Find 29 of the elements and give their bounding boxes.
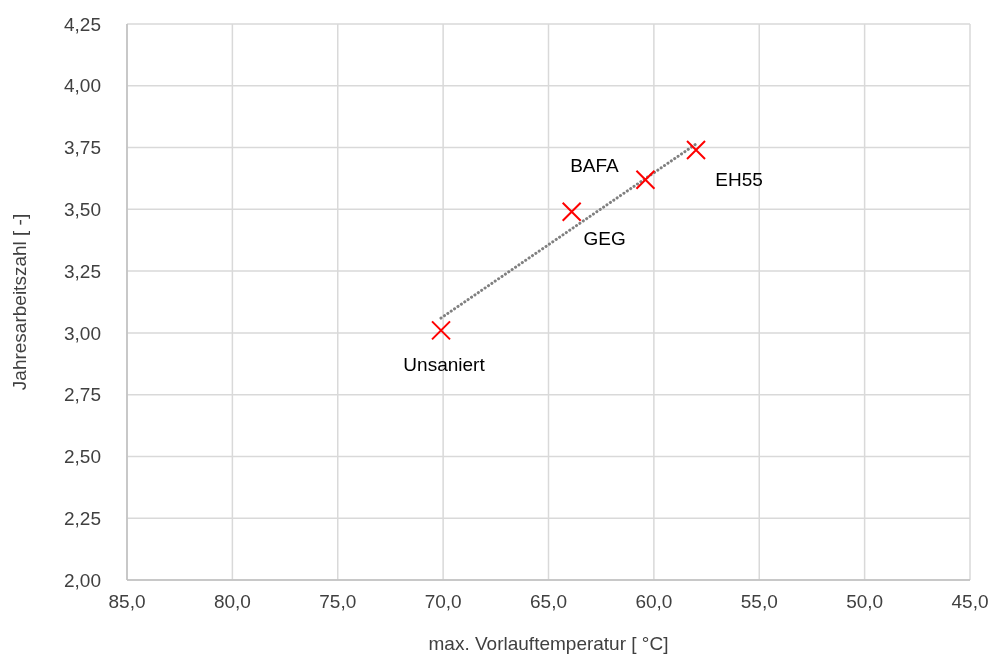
x-tick-label: 55,0 — [740, 591, 778, 612]
y-tick-label: 3,25 — [64, 260, 101, 282]
y-tick-label: 3,50 — [64, 198, 101, 220]
y-tick-label: 2,75 — [64, 384, 101, 406]
y-tick-label: 3,00 — [64, 322, 101, 344]
y-tick-label: 3,75 — [64, 137, 101, 159]
x-tick-label: 70,0 — [424, 591, 462, 612]
y-tick-label: 4,25 — [64, 13, 101, 35]
x-tick-label: 75,0 — [319, 591, 357, 612]
y-tick-label: 2,50 — [64, 446, 101, 468]
x-tick-label: 50,0 — [846, 591, 884, 612]
x-tick-label: 80,0 — [213, 591, 251, 612]
y-tick-label: 4,00 — [64, 75, 101, 97]
point — [561, 201, 582, 222]
x-axis-title: max. Vorlauftemperatur [ °C] — [428, 633, 669, 654]
annotation: EH55 — [715, 169, 763, 191]
annotation: BAFA — [570, 154, 620, 176]
y-axis-title: Jahresarbeitszahl [ -] — [9, 213, 30, 391]
point — [635, 169, 656, 190]
point — [686, 140, 707, 161]
x-tick-label: 45,0 — [951, 591, 989, 612]
annotation: Unsaniert — [403, 354, 486, 376]
x-tick-label: 60,0 — [635, 591, 673, 612]
y-tick-label: 2,00 — [64, 569, 101, 591]
x-tick-label: 85,0 — [108, 591, 146, 612]
annotation: GEG — [583, 227, 626, 249]
point — [431, 320, 452, 341]
x-tick-label: 65,0 — [530, 591, 567, 612]
y-tick-label: 2,25 — [64, 507, 101, 529]
